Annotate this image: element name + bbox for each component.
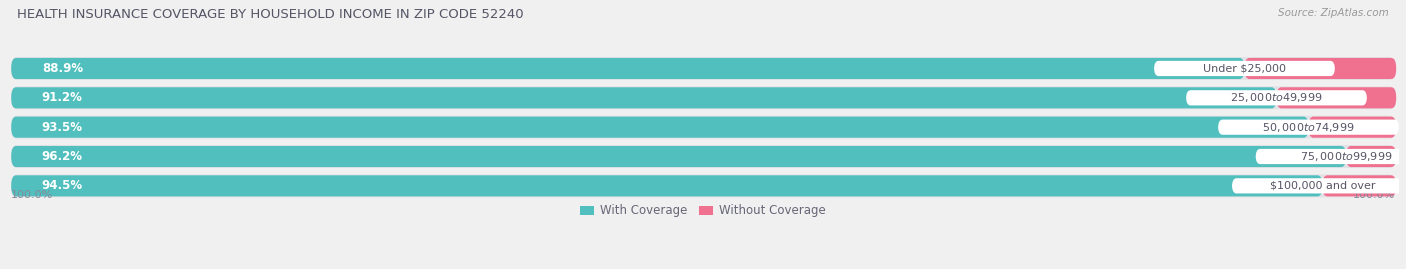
Text: $75,000 to $99,999: $75,000 to $99,999	[1299, 150, 1392, 163]
FancyBboxPatch shape	[1187, 90, 1367, 105]
FancyBboxPatch shape	[11, 58, 1244, 79]
FancyBboxPatch shape	[1232, 178, 1406, 193]
FancyBboxPatch shape	[11, 86, 1395, 109]
Text: 100.0%: 100.0%	[1353, 190, 1395, 200]
Text: HEALTH INSURANCE COVERAGE BY HOUSEHOLD INCOME IN ZIP CODE 52240: HEALTH INSURANCE COVERAGE BY HOUSEHOLD I…	[17, 8, 523, 21]
Text: $100,000 and over: $100,000 and over	[1270, 181, 1375, 191]
FancyBboxPatch shape	[11, 145, 1395, 168]
FancyBboxPatch shape	[1309, 116, 1396, 138]
FancyBboxPatch shape	[1218, 119, 1399, 135]
Text: 91.2%: 91.2%	[42, 91, 83, 104]
FancyBboxPatch shape	[11, 146, 1346, 167]
Text: 88.9%: 88.9%	[42, 62, 83, 75]
FancyBboxPatch shape	[1154, 61, 1334, 76]
Text: $25,000 to $49,999: $25,000 to $49,999	[1230, 91, 1323, 104]
FancyBboxPatch shape	[1256, 149, 1406, 164]
Text: Source: ZipAtlas.com: Source: ZipAtlas.com	[1278, 8, 1389, 18]
FancyBboxPatch shape	[1277, 87, 1396, 108]
FancyBboxPatch shape	[11, 175, 1323, 196]
FancyBboxPatch shape	[1346, 146, 1396, 167]
FancyBboxPatch shape	[1244, 58, 1396, 79]
FancyBboxPatch shape	[1323, 175, 1396, 196]
FancyBboxPatch shape	[11, 174, 1395, 197]
Legend: With Coverage, Without Coverage: With Coverage, Without Coverage	[575, 200, 831, 222]
FancyBboxPatch shape	[11, 57, 1395, 80]
Text: Under $25,000: Under $25,000	[1204, 63, 1286, 73]
FancyBboxPatch shape	[11, 116, 1395, 139]
FancyBboxPatch shape	[11, 87, 1277, 108]
Text: 100.0%: 100.0%	[11, 190, 53, 200]
FancyBboxPatch shape	[11, 116, 1309, 138]
Text: 93.5%: 93.5%	[42, 121, 83, 134]
Text: $50,000 to $74,999: $50,000 to $74,999	[1263, 121, 1355, 134]
Text: 96.2%: 96.2%	[42, 150, 83, 163]
Text: 94.5%: 94.5%	[42, 179, 83, 192]
